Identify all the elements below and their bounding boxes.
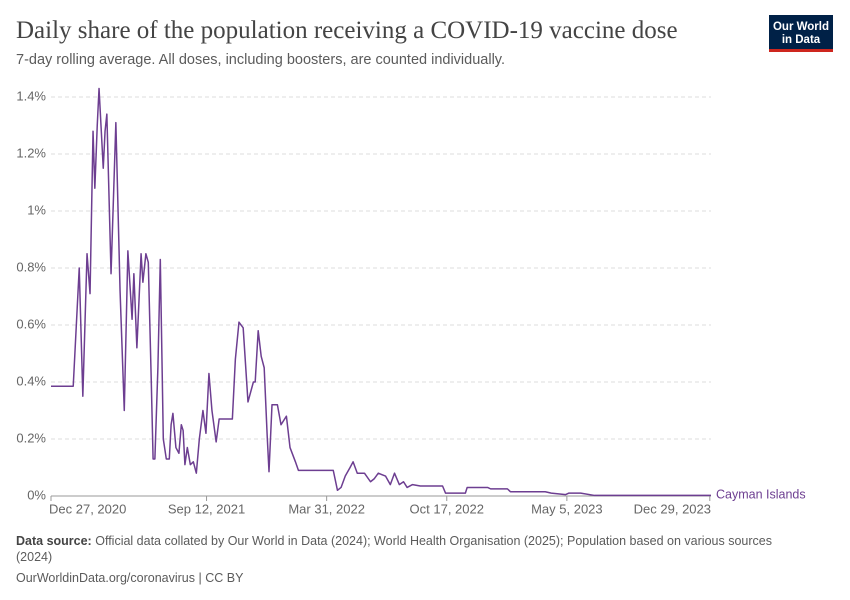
note: OurWorldinData.org/coronavirus | CC BY bbox=[16, 570, 796, 586]
x-tick-label: Dec 27, 2020 bbox=[49, 501, 126, 516]
source-label: Data source: bbox=[16, 534, 92, 548]
series-label: Cayman Islands bbox=[716, 488, 806, 502]
note-text[interactable]: OurWorldinData.org/coronavirus | CC BY bbox=[16, 571, 244, 585]
y-tick-label: 1% bbox=[27, 202, 46, 217]
y-tick-label: 0.2% bbox=[16, 430, 46, 445]
logo-box bbox=[769, 15, 833, 49]
chart-subtitle: 7-day rolling average. All doses, includ… bbox=[16, 52, 505, 68]
chart-title: Daily share of the population receiving … bbox=[16, 17, 678, 44]
y-tick-label: 0.4% bbox=[16, 373, 46, 388]
y-tick-label: 0% bbox=[27, 487, 46, 502]
x-tick-label: Mar 31, 2022 bbox=[288, 501, 365, 516]
logo-text: in Data bbox=[782, 34, 821, 46]
x-tick-label: Sep 12, 2021 bbox=[168, 501, 245, 516]
y-tick-label: 0.8% bbox=[16, 259, 46, 274]
logo-bar bbox=[769, 49, 833, 52]
source: Data source: Official data collated by O… bbox=[16, 533, 796, 565]
x-tick-label: May 5, 2023 bbox=[531, 501, 603, 516]
logo[interactable]: Our World in Data bbox=[769, 15, 833, 52]
x-tick-label: Dec 29, 2023 bbox=[634, 501, 711, 516]
x-tick-label: Oct 17, 2022 bbox=[410, 501, 484, 516]
y-tick-label: 1.4% bbox=[16, 88, 46, 103]
y-tick-label: 0.6% bbox=[16, 316, 46, 331]
y-tick-label: 1.2% bbox=[16, 145, 46, 160]
source-text: Official data collated by Our World in D… bbox=[16, 534, 772, 564]
logo-text: Our World bbox=[773, 21, 829, 33]
series-line bbox=[51, 87, 711, 497]
